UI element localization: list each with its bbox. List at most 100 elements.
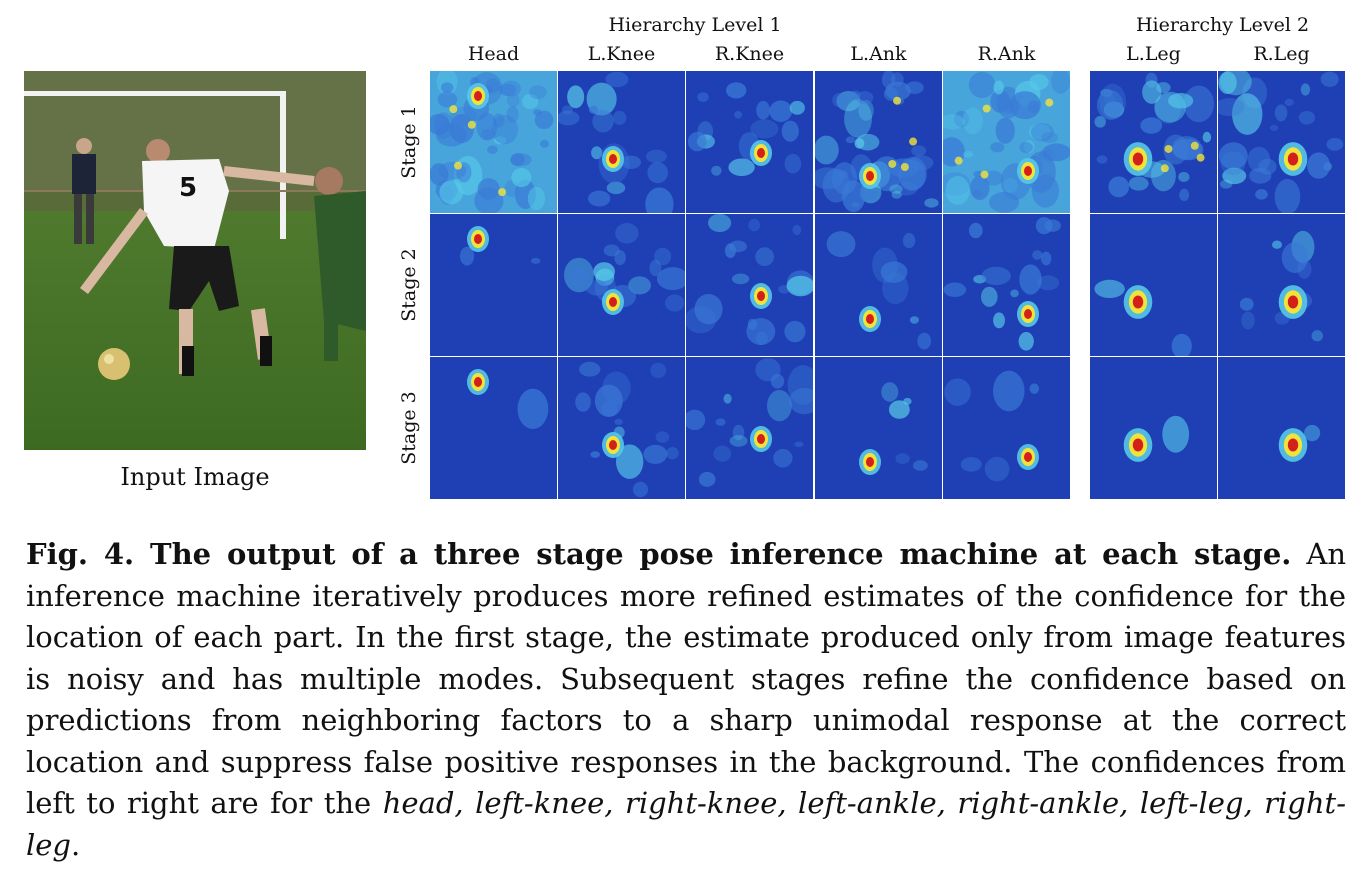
noise-blob (1255, 189, 1268, 200)
noise-blob (1300, 83, 1311, 96)
column-label-l-knee: L.Knee (587, 43, 656, 65)
noise-blob (784, 153, 802, 174)
figure-panel: 5 Input Image Hierarchy Level 1 Hierarch… (24, 14, 1345, 499)
noise-blob (1239, 297, 1254, 311)
row-label-stage-3: Stage 3 (398, 391, 421, 465)
noise-blob (756, 100, 770, 120)
secondary-peak (1160, 164, 1169, 173)
noise-blob (1162, 415, 1190, 453)
noise-blob (845, 136, 856, 144)
noise-blob (430, 113, 450, 135)
noise-blob (666, 446, 679, 460)
noise-blob (1128, 176, 1149, 191)
noise-blob (1281, 242, 1308, 274)
noise-blob (440, 82, 454, 93)
noise-blob (606, 181, 626, 195)
secondary-peak (467, 120, 476, 129)
noise-blob (993, 312, 1005, 329)
noise-blob (1183, 85, 1214, 123)
heatmap-stage-3-r-leg (1218, 357, 1345, 499)
noise-blob (962, 150, 974, 158)
noise-blob (911, 145, 927, 157)
noise-blob (912, 460, 928, 471)
noise-blob (487, 145, 498, 154)
noise-blob (602, 371, 631, 405)
peak-core (474, 234, 482, 244)
noise-blob (731, 273, 750, 285)
noise-blob (1142, 80, 1162, 104)
noise-blob (770, 374, 785, 389)
noise-blob (872, 247, 898, 283)
noise-blob (980, 286, 998, 307)
peak-core (757, 148, 765, 158)
noise-blob (656, 267, 685, 291)
noise-blob (881, 382, 899, 402)
peak-core (474, 377, 482, 387)
noise-blob (694, 293, 723, 325)
noise-blob (968, 222, 983, 239)
noise-blob (650, 362, 667, 379)
heatmap-stage-2-r-ank (943, 214, 1070, 356)
row-label-stage-1: Stage 1 (398, 105, 421, 179)
peak-core (866, 314, 874, 324)
noise-blob (945, 176, 970, 205)
noise-blob (510, 153, 525, 166)
noise-blob (880, 261, 908, 283)
heatmap-stage-3-r-knee (686, 357, 813, 499)
peak-core (609, 297, 617, 307)
heatmap-stage-1-r-ank (943, 71, 1070, 213)
heatmap-background (1218, 214, 1345, 356)
input-image: 5 (24, 71, 366, 450)
noise-blob (628, 276, 652, 295)
noise-blob (1096, 155, 1108, 164)
noise-blob (1108, 176, 1130, 198)
noise-blob (439, 180, 464, 205)
peak-core (1024, 452, 1032, 462)
noise-blob (1220, 71, 1252, 96)
noise-blob (755, 247, 775, 267)
noise-blob (773, 448, 793, 468)
noise-blob (575, 392, 591, 412)
noise-blob (1274, 104, 1288, 122)
heatmap-stage-3-l-knee (558, 357, 685, 499)
noise-blob (895, 453, 910, 464)
noise-blob (540, 139, 549, 148)
noise-blob (1258, 158, 1277, 175)
noise-blob (592, 110, 614, 133)
noise-blob (588, 105, 599, 114)
noise-blob (1320, 71, 1339, 87)
noise-blob (766, 389, 792, 422)
noise-blob (687, 131, 707, 152)
noise-blob (562, 105, 573, 115)
input-image-caption: Input Image (120, 463, 270, 491)
secondary-peak (888, 159, 897, 168)
noise-blob (665, 294, 685, 312)
secondary-peak (453, 161, 462, 170)
noise-blob (1010, 289, 1019, 298)
noise-blob (995, 117, 1015, 144)
noise-blob (1218, 142, 1248, 170)
heatmap-stage-2-l-ank (815, 214, 942, 356)
noise-blob (815, 135, 839, 165)
heatmap-background (1218, 357, 1345, 499)
noise-blob (888, 400, 910, 419)
peak-core (1287, 295, 1299, 309)
noise-blob (564, 257, 594, 293)
peak-core (1132, 295, 1144, 309)
heatmap-stage-3-l-leg (1090, 357, 1217, 499)
noise-blob (909, 316, 919, 324)
noise-blob (856, 91, 874, 105)
noise-blob (698, 471, 716, 487)
noise-blob (686, 409, 706, 431)
noise-blob (1271, 240, 1282, 249)
noise-blob (1029, 383, 1040, 394)
noise-blob (614, 418, 623, 426)
noise-blob (621, 155, 641, 169)
noise-blob (1307, 152, 1331, 179)
secondary-peak (980, 170, 989, 179)
noise-blob (789, 388, 813, 415)
heatmap-stage-2-head (430, 214, 557, 356)
column-label-r-knee: R.Knee (714, 43, 785, 65)
noise-blob (889, 184, 903, 194)
column-label-r-leg: R.Leg (1253, 43, 1310, 65)
